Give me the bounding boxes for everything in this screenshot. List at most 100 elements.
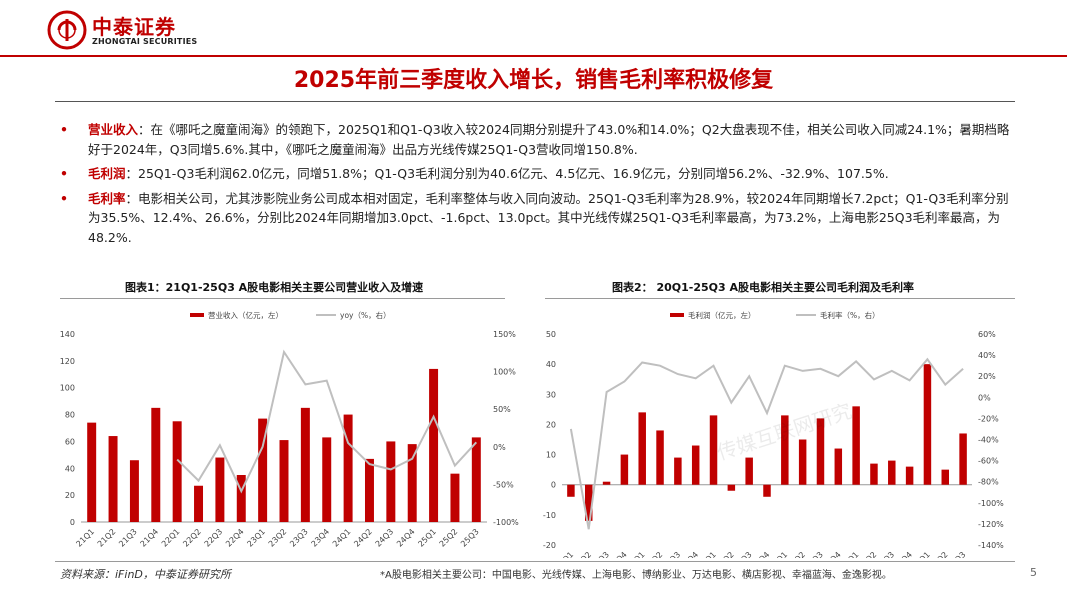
figure2-title: 图表2： 20Q1-25Q3 A股电影相关主要公司毛利润及毛利率 — [612, 281, 915, 294]
y-right-tick-label: -60% — [978, 457, 999, 466]
y-left-tick-label: 140 — [60, 330, 75, 339]
y-left-tick-label: 20 — [546, 420, 556, 429]
figure2-rule — [545, 298, 1015, 299]
bullet-dot-icon: • — [60, 122, 68, 137]
bar-23Q3 — [816, 418, 825, 485]
bar-22Q2 — [194, 485, 204, 522]
title-divider — [55, 101, 1015, 102]
bar-25Q2 — [450, 473, 460, 522]
bullet-keyword: 毛利率 — [88, 190, 126, 206]
figure1-title: 图表1：21Q1-25Q3 A股电影相关主要公司营业收入及增速 — [125, 281, 424, 294]
x-tick-label: 25Q3 — [946, 550, 968, 558]
bar-21Q4 — [151, 407, 161, 522]
y-right-tick-label: -100% — [493, 518, 519, 527]
x-tick-label: 23Q2 — [785, 550, 807, 558]
x-tick-label: 21Q4 — [139, 527, 161, 549]
x-tick-label: 23Q1 — [768, 550, 790, 558]
x-tick-label: 24Q2 — [857, 550, 879, 558]
x-tick-label: 20Q3 — [589, 550, 611, 558]
x-tick-label: 20Q2 — [572, 550, 594, 558]
bullet-list: • 营业收入：在《哪吒之魔童闹海》的领跑下，2025Q1和Q1-Q3收入较2024… — [60, 120, 1010, 252]
y-left-tick-label: 0 — [70, 518, 75, 527]
line-series — [569, 357, 964, 530]
bar-21Q3 — [674, 457, 682, 485]
y-left-tick-label: 0 — [551, 481, 556, 490]
bar-23Q1 — [258, 418, 268, 522]
bar-25Q3 — [471, 437, 481, 522]
legend-line-label: 毛利率（%，右） — [820, 310, 880, 320]
legend-bar-swatch — [190, 313, 204, 317]
bullet-text: ：在《哪吒之魔童闹海》的领跑下，2025Q1和Q1-Q3收入较2024同期分别提… — [88, 122, 1010, 157]
x-tick-label: 23Q1 — [245, 527, 267, 549]
y-left-tick-label: 50 — [546, 330, 556, 339]
x-tick-label: 22Q1 — [160, 527, 182, 549]
y-right-tick-label: 40% — [978, 351, 996, 360]
legend-bar-swatch — [670, 313, 684, 317]
y-right-tick-label: 100% — [493, 368, 516, 377]
x-tick-label: 21Q2 — [96, 527, 118, 549]
bar-23Q2 — [798, 439, 807, 485]
x-tick-label: 25Q1 — [416, 527, 438, 549]
bar-23Q2 — [279, 440, 289, 522]
bar-24Q2 — [364, 458, 374, 522]
line-series — [176, 349, 478, 494]
bar-25Q1 — [923, 364, 932, 485]
bar-22Q1 — [172, 421, 182, 522]
y-right-tick-label: 60% — [978, 330, 996, 339]
bar-21Q4 — [691, 445, 700, 485]
bar-23Q4 — [834, 448, 843, 485]
x-tick-label: 24Q2 — [352, 527, 374, 549]
x-tick-label: 21Q2 — [643, 550, 665, 558]
zhongtai-logo-icon — [47, 10, 87, 50]
bar-21Q2 — [108, 436, 118, 522]
bar-25Q2 — [941, 469, 950, 485]
bullet-dot-icon: • — [60, 166, 68, 181]
y-right-tick-label: -80% — [978, 478, 999, 487]
x-tick-label: 23Q4 — [821, 550, 843, 558]
x-tick-label: 25Q2 — [438, 527, 460, 549]
bar-20Q2 — [584, 484, 593, 521]
bar-20Q3 — [602, 481, 611, 485]
bar-25Q1 — [429, 368, 439, 522]
x-tick-label: 21Q1 — [625, 550, 647, 558]
y-right-tick-label: -100% — [978, 499, 1004, 508]
x-tick-label: 22Q3 — [203, 527, 225, 549]
y-right-tick-label: 50% — [493, 405, 511, 414]
x-tick-label: 20Q1 — [554, 550, 576, 558]
x-tick-label: 22Q2 — [181, 527, 203, 549]
bar-22Q2 — [727, 484, 736, 491]
bar-23Q1 — [781, 415, 789, 485]
bullet-gross-margin: • 毛利率：电影相关公司，尤其涉影院业务公司成本相对固定，毛利率整体与收入同向波动… — [60, 189, 1010, 248]
figure1-rule — [60, 298, 505, 299]
footer-rule — [55, 561, 1015, 562]
y-left-tick-label: 40 — [65, 464, 75, 473]
bar-24Q2 — [870, 463, 878, 485]
bar-24Q1 — [343, 414, 353, 522]
y-right-tick-label: 0% — [493, 443, 506, 452]
bar-21Q3 — [129, 460, 139, 522]
y-right-tick-label: -20% — [978, 414, 999, 423]
bar-22Q4 — [236, 475, 246, 522]
y-right-tick-label: -140% — [978, 541, 1004, 550]
bar-21Q2 — [656, 430, 664, 485]
bar-23Q3 — [300, 407, 310, 522]
bar-24Q4 — [407, 444, 417, 522]
y-right-tick-label: 150% — [493, 330, 516, 339]
x-tick-label: 23Q2 — [267, 527, 289, 549]
x-tick-label: 23Q3 — [803, 550, 825, 558]
y-right-tick-label: -50% — [493, 480, 514, 489]
legend-bar-label: 毛利润（亿元，左） — [688, 310, 756, 320]
x-tick-label: 24Q3 — [875, 550, 897, 558]
x-tick-label: 22Q2 — [714, 550, 736, 558]
bullet-gross-profit: • 毛利润：25Q1-Q3毛利润62.0亿元，同增51.8%；Q1-Q3毛利润分别… — [60, 164, 1010, 184]
bar-24Q4 — [905, 466, 914, 485]
bullet-dot-icon: • — [60, 190, 68, 206]
bar-24Q3 — [386, 441, 396, 522]
x-tick-label: 25Q1 — [910, 550, 932, 558]
x-tick-label: 24Q3 — [374, 527, 396, 549]
x-tick-label: 21Q4 — [678, 550, 700, 558]
header-rule — [0, 55, 1067, 57]
bar-22Q3 — [215, 457, 225, 522]
bar-25Q3 — [959, 433, 967, 485]
bullet-text: ：25Q1-Q3毛利润62.0亿元，同增51.8%；Q1-Q3毛利润分别为40.… — [125, 166, 889, 181]
